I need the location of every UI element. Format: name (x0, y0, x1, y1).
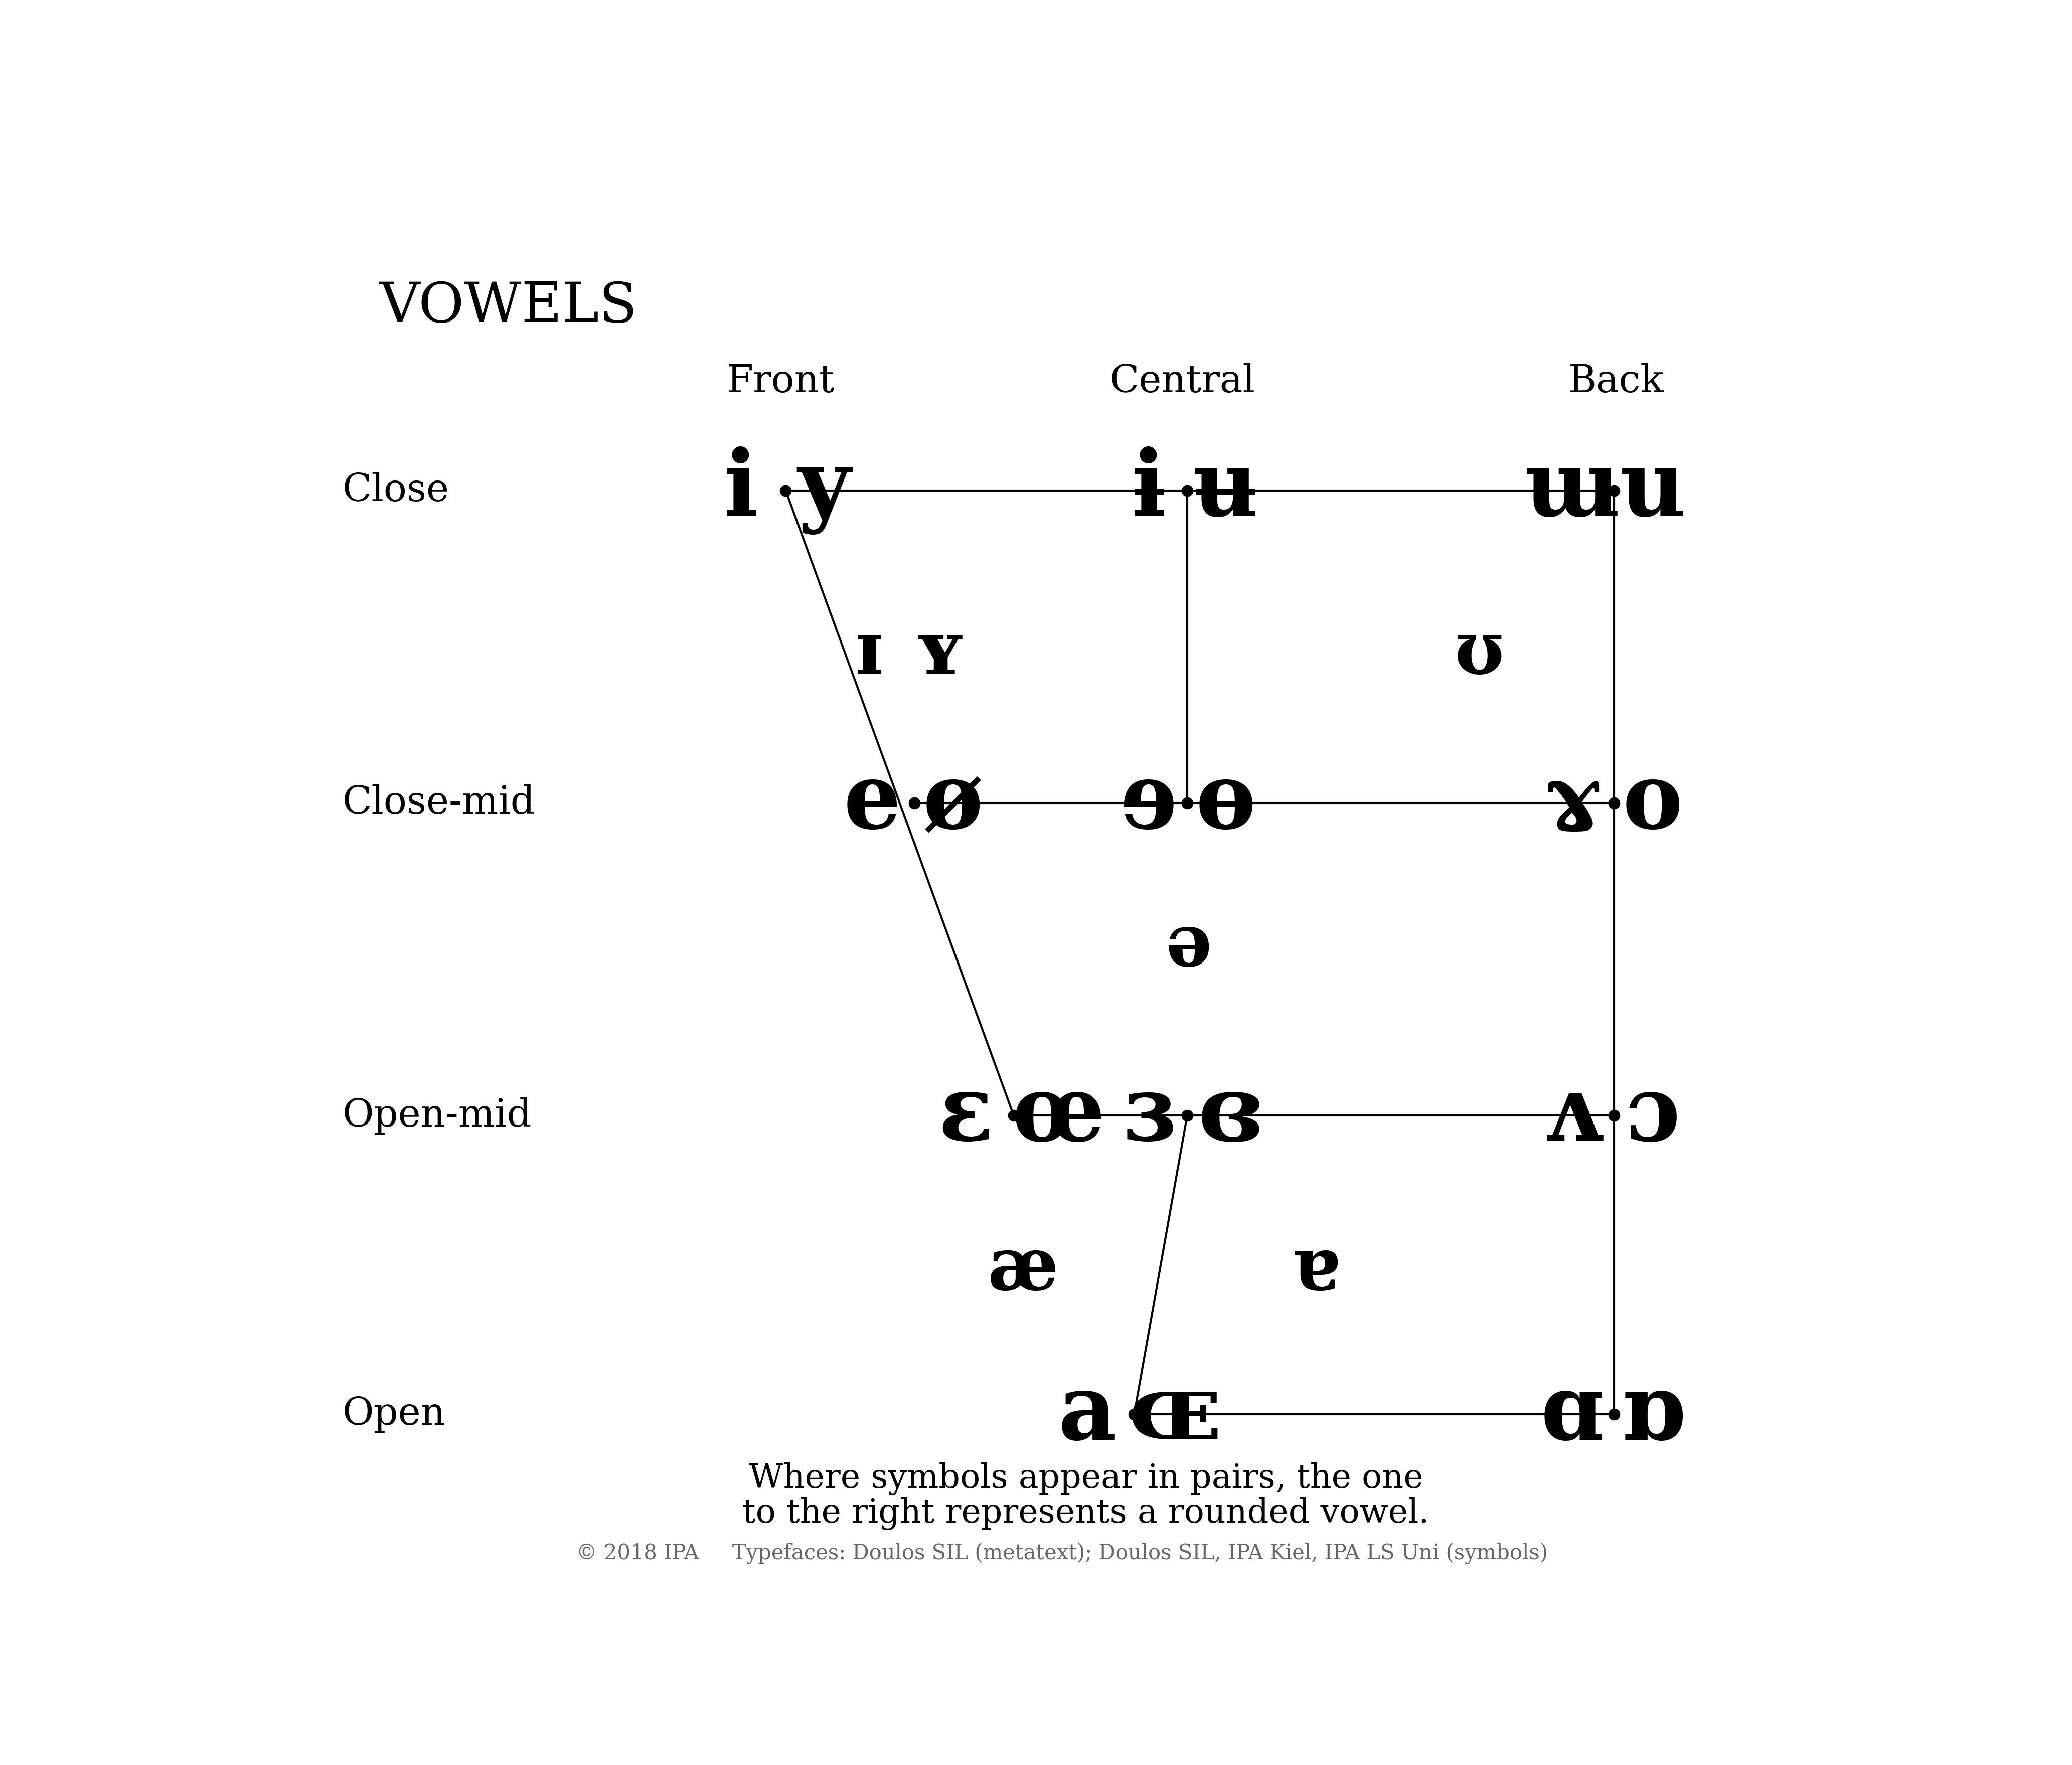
Text: Close-mid: Close-mid (342, 784, 535, 821)
Text: ɐ: ɐ (1291, 1234, 1339, 1304)
Text: ɛ: ɛ (939, 1071, 992, 1160)
Text: æ: æ (988, 1234, 1059, 1304)
Text: Close: Close (342, 471, 450, 508)
Text: ɨ: ɨ (1131, 447, 1167, 535)
Text: ɞ: ɞ (1198, 1071, 1262, 1160)
Text: y: y (798, 447, 850, 535)
Text: ʏ: ʏ (914, 618, 966, 688)
Text: Open: Open (342, 1396, 445, 1433)
Text: Where symbols appear in pairs, the one: Where symbols appear in pairs, the one (748, 1461, 1423, 1495)
Text: œ: œ (1011, 1071, 1104, 1160)
Text: o: o (1622, 759, 1682, 847)
Text: Back: Back (1569, 364, 1664, 401)
Text: ɒ: ɒ (1620, 1370, 1685, 1458)
Text: a: a (1059, 1370, 1117, 1458)
Text: e: e (843, 759, 901, 847)
Text: VOWELS: VOWELS (379, 281, 638, 334)
Text: ʉ: ʉ (1193, 447, 1258, 535)
Text: ɑ: ɑ (1542, 1370, 1604, 1458)
Text: ʌ: ʌ (1544, 1071, 1602, 1160)
Text: ø: ø (922, 759, 982, 847)
Text: ɪ: ɪ (856, 618, 883, 688)
Text: ɵ: ɵ (1196, 759, 1256, 847)
Text: Open-mid: Open-mid (342, 1096, 533, 1135)
Text: ɔ: ɔ (1624, 1071, 1680, 1160)
Text: ʊ: ʊ (1455, 618, 1504, 688)
Text: to the right represents a rounded vowel.: to the right represents a rounded vowel. (742, 1497, 1430, 1530)
Text: ɜ: ɜ (1123, 1071, 1175, 1160)
Text: Front: Front (727, 364, 835, 401)
Text: ɯ: ɯ (1525, 447, 1620, 535)
Text: ə: ə (1164, 911, 1212, 981)
Text: ɶ: ɶ (1127, 1370, 1222, 1458)
Text: u: u (1620, 447, 1687, 535)
Text: i: i (723, 447, 758, 535)
Text: ɤ: ɤ (1544, 759, 1602, 847)
Text: © 2018 IPA     Typefaces: Doulos SIL (metatext); Doulos SIL, IPA Kiel, IPA LS Un: © 2018 IPA Typefaces: Doulos SIL (metate… (576, 1543, 1548, 1564)
Text: ɘ: ɘ (1119, 759, 1177, 847)
Text: Central: Central (1111, 364, 1256, 401)
